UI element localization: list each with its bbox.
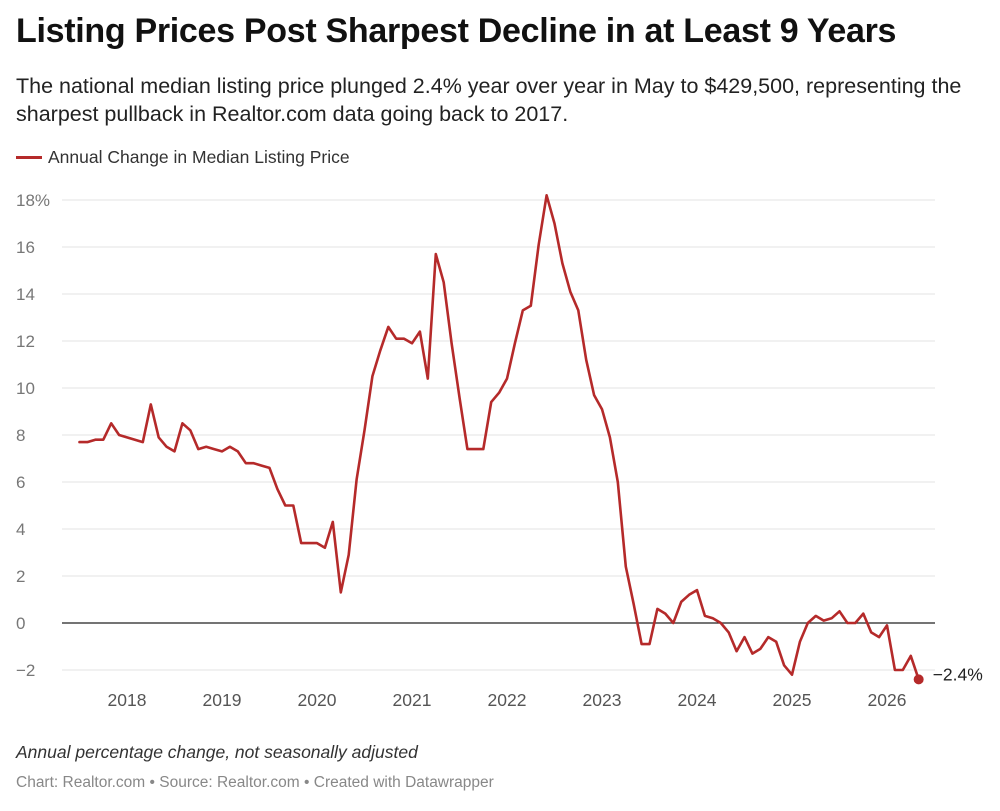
y-tick-label: 4	[16, 520, 25, 539]
y-tick-label: 2	[16, 567, 25, 586]
y-tick-label: −2	[16, 661, 35, 680]
chart-note: Annual percentage change, not seasonally…	[16, 742, 418, 762]
footer-separator: •	[299, 774, 314, 791]
footer-separator: •	[145, 774, 160, 791]
y-tick-label: 16	[16, 238, 35, 257]
y-tick-label: 0	[16, 614, 25, 633]
x-tick-label: 2025	[773, 690, 812, 710]
x-tick-label: 2019	[203, 690, 242, 710]
x-tick-label: 2020	[298, 690, 337, 710]
x-tick-label: 2021	[393, 690, 432, 710]
legend-swatch	[16, 156, 42, 159]
legend-label: Annual Change in Median Listing Price	[48, 147, 350, 167]
y-tick-label: 18%	[16, 191, 50, 210]
x-tick-label: 2022	[488, 690, 527, 710]
y-tick-label: 14	[16, 285, 35, 304]
y-tick-label: 10	[16, 379, 35, 398]
chart-subtitle: The national median listing price plunge…	[16, 74, 962, 126]
x-tick-label: 2023	[583, 690, 622, 710]
footer-created: Created with Datawrapper	[313, 774, 494, 791]
endpoint-label: −2.4%	[933, 664, 983, 684]
footer-chart-credit: Chart: Realtor.com	[16, 774, 146, 791]
chart-footer: Chart: Realtor.com • Source: Realtor.com…	[16, 774, 494, 792]
x-tick-label: 2026	[868, 690, 907, 710]
legend: Annual Change in Median Listing Price	[16, 147, 350, 168]
endpoint-marker	[913, 674, 924, 685]
x-tick-label: 2018	[108, 690, 147, 710]
x-tick-label: 2024	[678, 690, 717, 710]
series-line	[78, 194, 920, 681]
y-tick-label: 12	[16, 332, 35, 351]
y-tick-label: 6	[16, 473, 25, 492]
y-tick-label: 8	[16, 426, 25, 445]
chart-title: Listing Prices Post Sharpest Decline in …	[16, 12, 897, 50]
footer-source: Source: Realtor.com	[159, 774, 300, 791]
line-chart: −2 0 2 4 6 8 10 12 14 16 18% 2018 2019 2020 2021 2022 20…	[16, 191, 983, 710]
